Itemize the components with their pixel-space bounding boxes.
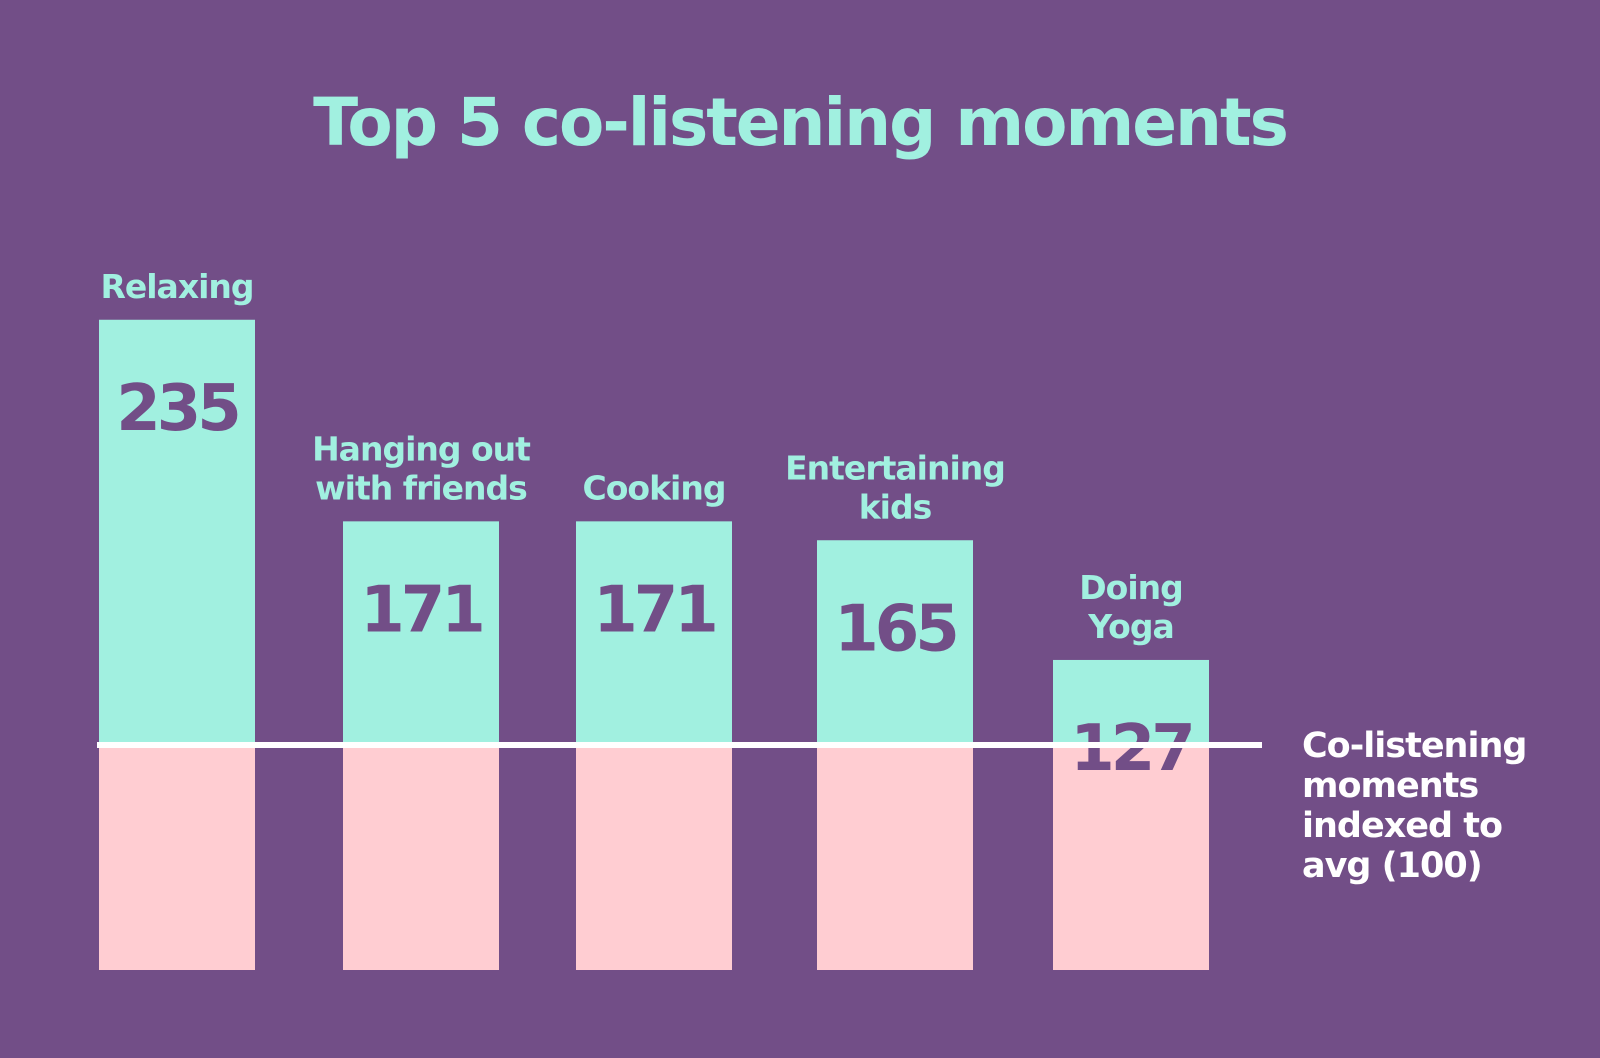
category-label-2: Cooking xyxy=(583,468,726,507)
category-label-4: Doing Yoga xyxy=(1079,568,1183,646)
value-label-0: 235 xyxy=(116,372,238,446)
bar-below-3 xyxy=(817,745,973,970)
bar-below-0 xyxy=(99,745,255,970)
value-label-3: 165 xyxy=(834,592,956,666)
value-label-4: 127 xyxy=(1070,712,1192,786)
category-label-1: Hanging out with friends xyxy=(312,429,531,507)
category-label-0: Relaxing xyxy=(100,267,253,306)
bar-0 xyxy=(99,319,255,745)
bar-3 xyxy=(817,540,973,745)
category-label-3: Entertaining kids xyxy=(785,448,1005,526)
chart-title: Top 5 co-listening moments xyxy=(313,84,1287,161)
bars: 235 Relaxing 171 Hanging out with friends 171… xyxy=(99,267,1209,970)
baseline-label: Co-listening moments indexed to avg (100) xyxy=(1302,726,1526,886)
bar-2 xyxy=(576,521,732,745)
bar-below-1 xyxy=(343,745,499,970)
bar-below-2 xyxy=(576,745,732,970)
value-label-1: 171 xyxy=(360,573,482,647)
value-label-2: 171 xyxy=(593,573,715,647)
bar-1 xyxy=(343,521,499,745)
bar-below-4 xyxy=(1053,745,1209,970)
bar-4 xyxy=(1053,659,1209,745)
